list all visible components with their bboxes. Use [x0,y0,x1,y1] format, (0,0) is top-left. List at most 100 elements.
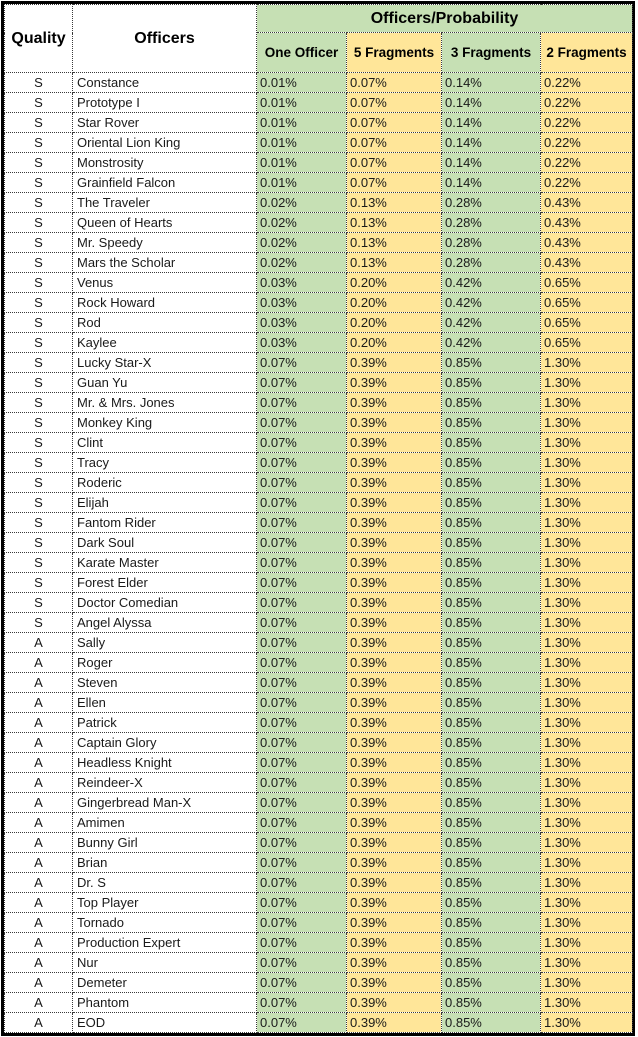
five-fragments-value-cell[interactable]: 0.39% [346,852,442,873]
five-fragments-value-cell[interactable]: 0.39% [346,712,442,733]
column-header-one-officer[interactable]: One Officer [256,32,347,73]
three-fragments-value-cell[interactable]: 0.85% [441,492,541,513]
quality-cell[interactable]: A [4,632,73,653]
two-fragments-value-cell[interactable]: 0.65% [539,332,634,353]
officer-name-cell[interactable]: Grainfield Falcon [72,172,257,193]
five-fragments-value-cell[interactable]: 0.39% [346,752,442,773]
one-officer-value-cell[interactable]: 0.07% [256,492,347,513]
officer-name-cell[interactable]: Karate Master [72,552,257,573]
officer-name-cell[interactable]: Rock Howard [72,292,257,313]
five-fragments-value-cell[interactable]: 0.07% [346,172,442,193]
two-fragments-value-cell[interactable]: 0.22% [539,132,634,153]
quality-cell[interactable]: A [4,852,73,873]
one-officer-value-cell[interactable]: 0.07% [256,692,347,713]
officer-name-cell[interactable]: Demeter [72,972,257,993]
three-fragments-value-cell[interactable]: 0.85% [441,992,541,1013]
quality-cell[interactable]: A [4,732,73,753]
officer-name-cell[interactable]: Production Expert [72,932,257,953]
three-fragments-value-cell[interactable]: 0.85% [441,672,541,693]
officer-name-cell[interactable]: Mars the Scholar [72,252,257,273]
officer-name-cell[interactable]: Star Rover [72,112,257,133]
column-header-quality[interactable]: Quality [4,4,73,73]
five-fragments-value-cell[interactable]: 0.39% [346,452,442,473]
officer-name-cell[interactable]: Monstrosity [72,152,257,173]
three-fragments-value-cell[interactable]: 0.85% [441,452,541,473]
three-fragments-value-cell[interactable]: 0.14% [441,172,541,193]
quality-cell[interactable]: A [4,1012,73,1033]
two-fragments-value-cell[interactable]: 0.22% [539,72,634,93]
five-fragments-value-cell[interactable]: 0.39% [346,952,442,973]
quality-cell[interactable]: S [4,492,73,513]
two-fragments-value-cell[interactable]: 1.30% [539,352,634,373]
three-fragments-value-cell[interactable]: 0.42% [441,312,541,333]
three-fragments-value-cell[interactable]: 0.14% [441,92,541,113]
officer-name-cell[interactable]: Lucky Star-X [72,352,257,373]
two-fragments-value-cell[interactable]: 1.30% [539,1012,634,1033]
two-fragments-value-cell[interactable]: 0.43% [539,212,634,233]
two-fragments-value-cell[interactable]: 1.30% [539,732,634,753]
two-fragments-value-cell[interactable]: 1.30% [539,432,634,453]
officer-name-cell[interactable]: Mr. Speedy [72,232,257,253]
one-officer-value-cell[interactable]: 0.07% [256,932,347,953]
three-fragments-value-cell[interactable]: 0.14% [441,112,541,133]
one-officer-value-cell[interactable]: 0.01% [256,112,347,133]
three-fragments-value-cell[interactable]: 0.14% [441,72,541,93]
three-fragments-value-cell[interactable]: 0.85% [441,772,541,793]
five-fragments-value-cell[interactable]: 0.39% [346,872,442,893]
two-fragments-value-cell[interactable]: 1.30% [539,892,634,913]
quality-cell[interactable]: A [4,772,73,793]
quality-cell[interactable]: A [4,652,73,673]
officer-name-cell[interactable]: Bunny Girl [72,832,257,853]
officer-name-cell[interactable]: EOD [72,1012,257,1033]
quality-cell[interactable]: S [4,432,73,453]
three-fragments-value-cell[interactable]: 0.85% [441,912,541,933]
one-officer-value-cell[interactable]: 0.07% [256,632,347,653]
five-fragments-value-cell[interactable]: 0.07% [346,132,442,153]
five-fragments-value-cell[interactable]: 0.20% [346,312,442,333]
officer-name-cell[interactable]: Top Player [72,892,257,913]
three-fragments-value-cell[interactable]: 0.85% [441,532,541,553]
five-fragments-value-cell[interactable]: 0.39% [346,532,442,553]
quality-cell[interactable]: A [4,872,73,893]
quality-cell[interactable]: S [4,312,73,333]
officer-name-cell[interactable]: Angel Alyssa [72,612,257,633]
column-header-5-fragments[interactable]: 5 Fragments [346,32,442,73]
two-fragments-value-cell[interactable]: 1.30% [539,752,634,773]
two-fragments-value-cell[interactable]: 1.30% [539,532,634,553]
two-fragments-value-cell[interactable]: 1.30% [539,992,634,1013]
five-fragments-value-cell[interactable]: 0.39% [346,672,442,693]
one-officer-value-cell[interactable]: 0.02% [256,252,347,273]
column-header-3-fragments[interactable]: 3 Fragments [441,32,541,73]
three-fragments-value-cell[interactable]: 0.85% [441,512,541,533]
one-officer-value-cell[interactable]: 0.07% [256,672,347,693]
quality-cell[interactable]: S [4,132,73,153]
one-officer-value-cell[interactable]: 0.07% [256,812,347,833]
two-fragments-value-cell[interactable]: 1.30% [539,592,634,613]
quality-cell[interactable]: A [4,792,73,813]
two-fragments-value-cell[interactable]: 1.30% [539,932,634,953]
officer-name-cell[interactable]: Captain Glory [72,732,257,753]
three-fragments-value-cell[interactable]: 0.85% [441,812,541,833]
two-fragments-value-cell[interactable]: 0.65% [539,292,634,313]
officer-name-cell[interactable]: Prototype I [72,92,257,113]
quality-cell[interactable]: A [4,912,73,933]
officer-name-cell[interactable]: Rod [72,312,257,333]
one-officer-value-cell[interactable]: 0.01% [256,172,347,193]
five-fragments-value-cell[interactable]: 0.13% [346,252,442,273]
one-officer-value-cell[interactable]: 0.07% [256,452,347,473]
one-officer-value-cell[interactable]: 0.07% [256,372,347,393]
two-fragments-value-cell[interactable]: 1.30% [539,412,634,433]
three-fragments-value-cell[interactable]: 0.85% [441,792,541,813]
three-fragments-value-cell[interactable]: 0.42% [441,272,541,293]
three-fragments-value-cell[interactable]: 0.28% [441,192,541,213]
quality-cell[interactable]: S [4,212,73,233]
three-fragments-value-cell[interactable]: 0.85% [441,752,541,773]
officer-name-cell[interactable]: Amimen [72,812,257,833]
officer-name-cell[interactable]: Guan Yu [72,372,257,393]
officer-name-cell[interactable]: Constance [72,72,257,93]
two-fragments-value-cell[interactable]: 1.30% [539,372,634,393]
one-officer-value-cell[interactable]: 0.01% [256,72,347,93]
three-fragments-value-cell[interactable]: 0.85% [441,572,541,593]
one-officer-value-cell[interactable]: 0.07% [256,352,347,373]
quality-cell[interactable]: S [4,252,73,273]
